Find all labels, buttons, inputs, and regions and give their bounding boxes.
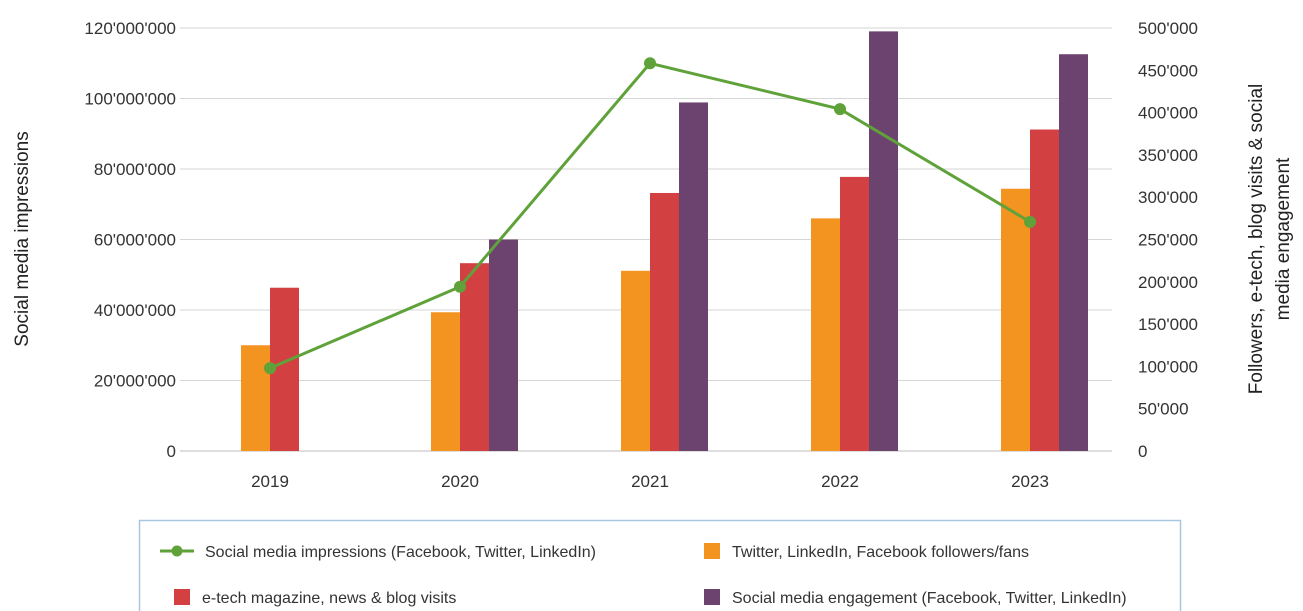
bar <box>1001 188 1030 452</box>
legend-point-swatch <box>171 545 183 557</box>
legend-swatch <box>704 589 720 605</box>
x-tick-label: 2023 <box>1011 472 1049 491</box>
left-tick-label: 100'000'000 <box>84 90 176 109</box>
legend-label: Social media impressions (Facebook, Twit… <box>205 544 596 561</box>
left-tick-label: 120'000'000 <box>84 19 176 38</box>
bar <box>621 270 650 451</box>
impressions-point <box>644 57 656 70</box>
right-tick-label: 350'000 <box>1138 146 1198 165</box>
legend-swatch <box>704 543 720 559</box>
legend-box <box>138 519 1182 611</box>
bar <box>840 176 869 451</box>
right-tick-label: 100'000 <box>1138 357 1198 376</box>
bar <box>489 239 518 451</box>
impressions-point <box>454 280 466 293</box>
right-tick-label: 50'000 <box>1138 400 1189 419</box>
impressions-point <box>264 362 276 375</box>
right-axis-title: media engagement <box>1273 157 1294 320</box>
legend-label: e-tech magazine, news & blog visits <box>202 590 456 607</box>
right-tick-label: 400'000 <box>1138 104 1198 123</box>
x-tick-label: 2022 <box>821 472 859 491</box>
x-axis: 2019 2020 2021 2022 2023 <box>251 472 1049 491</box>
right-tick-label: 150'000 <box>1138 315 1198 334</box>
left-tick-label: 0 <box>167 442 176 461</box>
bar <box>679 102 708 451</box>
legend: Social media impressions (Facebook, Twit… <box>138 519 1182 611</box>
impressions-point <box>1024 215 1036 228</box>
left-axis-title: Social media impressions <box>12 131 33 346</box>
bar <box>1059 54 1088 451</box>
right-tick-label: 200'000 <box>1138 273 1198 292</box>
right-tick-label: 500'000 <box>1138 19 1198 38</box>
impressions-point <box>834 103 846 116</box>
left-tick-label: 20'000'000 <box>94 372 176 391</box>
right-tick-label: 450'000 <box>1138 61 1198 80</box>
bar <box>431 312 460 451</box>
impressions-line <box>264 57 1036 375</box>
right-tick-label: 300'000 <box>1138 188 1198 207</box>
bar <box>460 263 489 451</box>
bar <box>811 218 840 451</box>
left-tick-label: 40'000'000 <box>94 301 176 320</box>
right-axis: 0 50'000 100'000 150'000 200'000 250'000 300'0… <box>1138 19 1294 461</box>
x-tick-label: 2021 <box>631 472 669 491</box>
bar <box>241 345 270 451</box>
left-tick-label: 80'000'000 <box>94 160 176 179</box>
right-tick-label: 250'000 <box>1138 231 1198 250</box>
legend-label: Social media engagement (Facebook, Twitt… <box>732 590 1127 607</box>
bar <box>650 192 679 451</box>
left-tick-label: 60'000'000 <box>94 231 176 250</box>
left-axis: 0 20'000'000 40'000'000 60'000'000 80'000'00… <box>12 19 176 461</box>
bar <box>869 31 898 451</box>
legend-label: Twitter, LinkedIn, Facebook followers/fa… <box>732 544 1029 561</box>
right-tick-label: 0 <box>1138 442 1147 461</box>
bars <box>241 31 1088 452</box>
x-tick-label: 2020 <box>441 472 479 491</box>
bar <box>1030 129 1059 451</box>
legend-swatch <box>174 589 190 605</box>
x-tick-label: 2019 <box>251 472 289 491</box>
right-axis-title: Followers, e-tech, blog visits & social <box>1246 84 1267 394</box>
